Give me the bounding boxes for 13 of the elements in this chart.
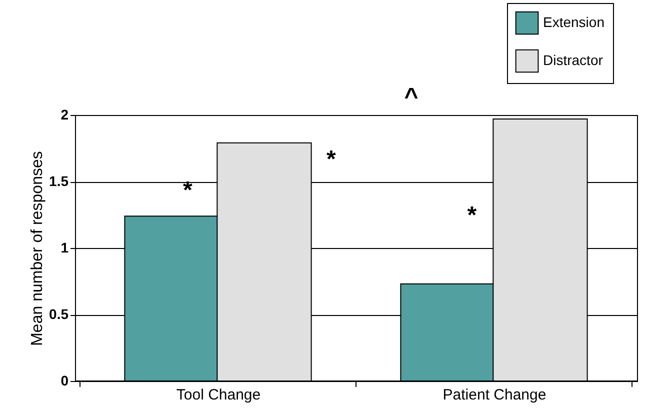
y-tick-label: 0.5 [49, 306, 69, 322]
y-axis-title: Mean number of responses [29, 151, 46, 346]
y-tick-label: 0 [60, 372, 69, 388]
legend-label: Extension [543, 14, 604, 30]
annotation: * [467, 202, 478, 230]
text: ^ [404, 84, 418, 111]
y-tick-label: 2 [60, 106, 69, 122]
legend-label: Distractor [543, 52, 604, 68]
y-tick-label: 1.5 [49, 173, 69, 189]
y-tick-label: 1 [60, 240, 69, 256]
x-tick-label: Tool Change [176, 386, 261, 404]
x-tick-label: Patient Change [442, 386, 546, 404]
annotation: * [326, 146, 336, 174]
